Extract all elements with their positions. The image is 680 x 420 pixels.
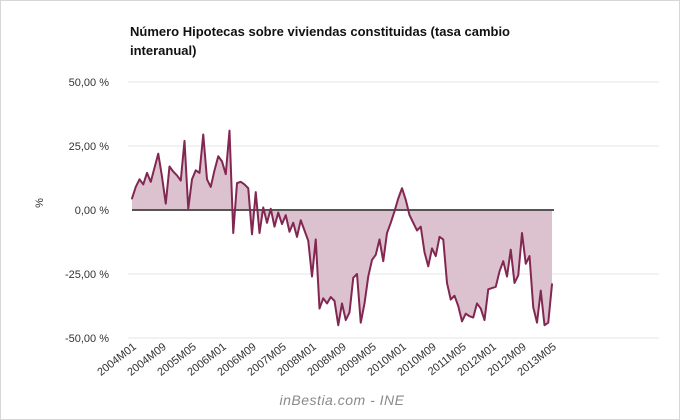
watermark: inBestia.com - INE: [279, 392, 405, 408]
series-area: [132, 130, 552, 326]
y-tick-label: 0,00 %: [75, 205, 109, 217]
y-tick-label: 50,00 %: [69, 77, 110, 89]
chart-title: Número Hipotecas sobre viviendas constit…: [130, 24, 511, 58]
series-line: [131, 129, 553, 327]
y-tick-label: -50,00 %: [65, 333, 109, 345]
y-tick-label: -25,00 %: [65, 269, 109, 281]
y-tick-label: 25,00 %: [69, 141, 110, 153]
